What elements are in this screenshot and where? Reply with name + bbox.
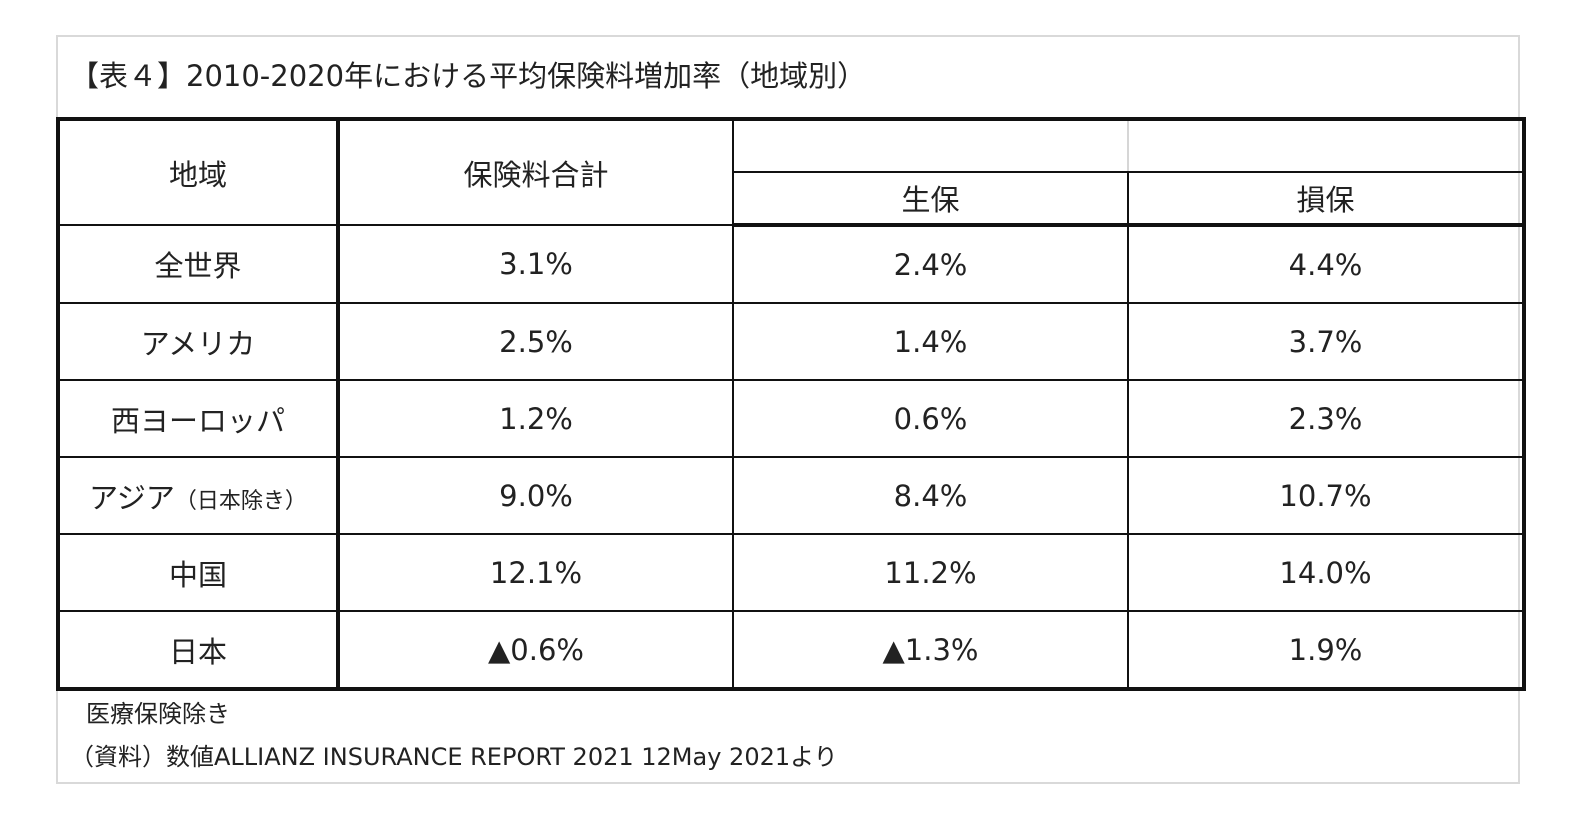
region-sublabel: （日本除き） (174, 488, 307, 514)
header-region: 地域 (57, 118, 340, 226)
header-blank-life (732, 118, 1129, 173)
nonlife-cell: 10.7% (1127, 456, 1525, 535)
region-label: 日本 (168, 634, 227, 669)
region-label: 西ヨーロッパ (110, 403, 285, 438)
nonlife-cell: 2.3% (1127, 379, 1525, 458)
total-cell: 1.2% (337, 379, 734, 458)
region-label: 全世界 (154, 249, 242, 283)
premium-growth-table: 地域 保険料合計 生保 損保 全世界 3.1% 2.4% 4.4% アメリカ 2… (56, 117, 1526, 691)
region-cell: 全世界 (57, 224, 340, 304)
nonlife-cell: 4.4% (1127, 224, 1525, 304)
table-row: 全世界 3.1% 2.4% 4.4% (57, 224, 1525, 304)
header-row: 地域 保険料合計 (57, 118, 1525, 226)
header-life: 生保 (732, 171, 1129, 227)
region-cell: アメリカ (57, 302, 340, 381)
region-cell: 日本 (57, 610, 340, 690)
region-label: アメリカ (140, 326, 256, 361)
life-cell: 8.4% (732, 456, 1129, 535)
nonlife-cell: 14.0% (1127, 533, 1525, 612)
region-label: 中国 (168, 557, 227, 592)
life-cell: 1.4% (732, 302, 1129, 381)
total-cell: 3.1% (337, 224, 734, 304)
total-cell: ▲0.6% (337, 610, 734, 690)
total-cell: 2.5% (337, 302, 734, 381)
region-cell: 西ヨーロッパ (57, 379, 340, 458)
total-cell: 9.0% (337, 456, 734, 535)
header-nonlife: 損保 (1127, 171, 1525, 227)
life-cell: 0.6% (732, 379, 1129, 458)
life-cell: ▲1.3% (732, 610, 1129, 690)
nonlife-cell: 1.9% (1127, 610, 1525, 690)
table-row: アジア（日本除き） 9.0% 8.4% 10.7% (57, 456, 1525, 535)
table-row: 中国 12.1% 11.2% 14.0% (57, 533, 1525, 612)
region-cell: アジア（日本除き） (57, 456, 340, 535)
total-cell: 12.1% (337, 533, 734, 612)
header-total: 保険料合計 (337, 118, 734, 226)
table-title: 【表４】2010-2020年における平均保険料増加率（地域別） (70, 59, 867, 93)
footnote-medical: 医療保険除き (86, 700, 230, 728)
header-blank-nonlife (1127, 118, 1525, 173)
table-row: 西ヨーロッパ 1.2% 0.6% 2.3% (57, 379, 1525, 458)
life-cell: 2.4% (732, 224, 1129, 304)
region-cell: 中国 (57, 533, 340, 612)
region-label: アジア (89, 480, 175, 515)
table-row: 日本 ▲0.6% ▲1.3% 1.9% (57, 610, 1525, 690)
life-cell: 11.2% (732, 533, 1129, 612)
header-subrow: 生保 損保 (58, 171, 1525, 227)
table-row: アメリカ 2.5% 1.4% 3.7% (57, 302, 1525, 381)
source-note: （資料）数値ALLIANZ INSURANCE REPORT 2021 12Ma… (70, 743, 838, 771)
nonlife-cell: 3.7% (1127, 302, 1525, 381)
